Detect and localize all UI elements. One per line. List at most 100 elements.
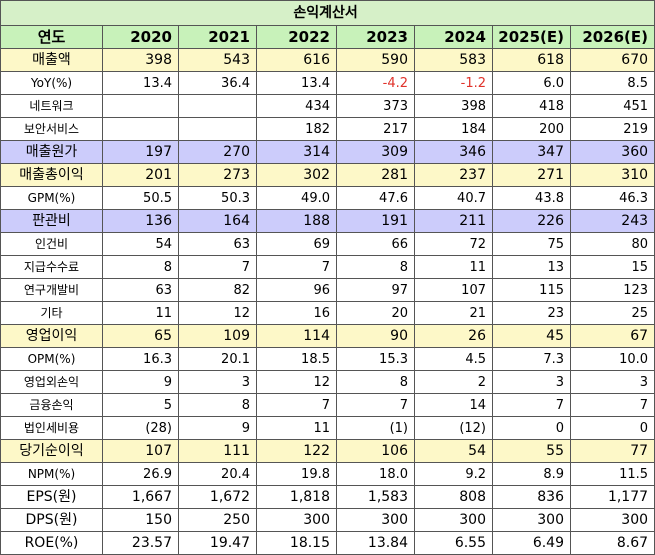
table-cell: 16.3 — [102, 347, 179, 371]
table-cell: 3 — [492, 370, 571, 394]
table-cell: 250 — [178, 508, 257, 532]
table-row: EPS(원) 1,667 1,672 1,818 1,583 808 836 1,177 — [0, 485, 655, 509]
table-cell: 8.67 — [569, 531, 655, 555]
row-label: ROE(%) — [0, 531, 103, 555]
table-cell: 302 — [256, 163, 337, 187]
year-header: 2024 — [414, 25, 493, 49]
table-cell: 115 — [492, 278, 571, 302]
table-cell: 50.3 — [178, 186, 257, 210]
table-cell: 314 — [256, 140, 337, 164]
table-row: OPM(%) 16.3 20.1 18.5 15.3 4.5 7.3 10.0 — [0, 347, 655, 371]
table-cell: 211 — [414, 209, 493, 233]
table-cell: 7 — [256, 255, 337, 279]
row-label: OPM(%) — [0, 347, 103, 371]
table-cell: 20.1 — [178, 347, 257, 371]
table-row: 기타 11 12 16 20 21 23 25 — [0, 301, 655, 325]
table-cell: 72 — [414, 232, 493, 256]
table-title: 손익계산서 — [0, 0, 655, 26]
table-cell: 346 — [414, 140, 493, 164]
row-label: 영업외손익 — [0, 370, 103, 394]
table-cell: 300 — [414, 508, 493, 532]
table-row: 매출액 398 543 616 590 583 618 670 — [0, 48, 655, 72]
table-cell: 18.15 — [256, 531, 337, 555]
table-cell: 20 — [336, 301, 415, 325]
table-cell: 47.6 — [336, 186, 415, 210]
table-row: 매출총이익 201 273 302 281 237 271 310 — [0, 163, 655, 187]
table-row: 당기순이익 107 111 122 106 54 55 77 — [0, 439, 655, 463]
table-cell: 106 — [336, 439, 415, 463]
table-cell: 63 — [102, 278, 179, 302]
table-cell: 191 — [336, 209, 415, 233]
table-cell — [178, 117, 257, 141]
table-cell: 18.5 — [256, 347, 337, 371]
table-cell: 96 — [256, 278, 337, 302]
table-cell: 150 — [102, 508, 179, 532]
table-cell: 12 — [178, 301, 257, 325]
table-cell: 310 — [569, 163, 655, 187]
table-cell: (12) — [414, 416, 493, 440]
table-cell: 43.8 — [492, 186, 571, 210]
table-cell: 237 — [414, 163, 493, 187]
table-cell: 8 — [102, 255, 179, 279]
table-cell: 40.7 — [414, 186, 493, 210]
table-cell: 3 — [569, 370, 655, 394]
table-cell: (28) — [102, 416, 179, 440]
table-cell: 65 — [102, 324, 179, 348]
table-cell: 201 — [102, 163, 179, 187]
row-label: 법인세비용 — [0, 416, 103, 440]
table-cell: 670 — [569, 48, 655, 72]
table-cell: 271 — [492, 163, 571, 187]
table-cell: 54 — [414, 439, 493, 463]
row-label: 판관비 — [0, 209, 103, 233]
year-header: 2020 — [102, 25, 179, 49]
table-cell: 123 — [569, 278, 655, 302]
table-cell: 75 — [492, 232, 571, 256]
table-cell: 8 — [336, 255, 415, 279]
table-cell: 10.0 — [569, 347, 655, 371]
table-cell: 107 — [102, 439, 179, 463]
table-cell: 7 — [256, 393, 337, 417]
table-cell: 7.3 — [492, 347, 571, 371]
table-cell: 21 — [414, 301, 493, 325]
title-row: 손익계산서 — [0, 0, 655, 26]
row-label: GPM(%) — [0, 186, 103, 210]
table-row: 지급수수료 8 7 7 8 11 13 15 — [0, 255, 655, 279]
year-header: 2022 — [256, 25, 337, 49]
table-cell: 618 — [492, 48, 571, 72]
table-cell: 300 — [256, 508, 337, 532]
table-cell: 45 — [492, 324, 571, 348]
row-label: 인건비 — [0, 232, 103, 256]
table-cell: 136 — [102, 209, 179, 233]
year-header: 2023 — [336, 25, 415, 49]
table-cell: 273 — [178, 163, 257, 187]
table-row: 네트워크 434 373 398 418 451 — [0, 94, 655, 118]
row-label: YoY(%) — [0, 71, 103, 95]
row-label: NPM(%) — [0, 462, 103, 486]
table-cell: 69 — [256, 232, 337, 256]
table-cell: 23.57 — [102, 531, 179, 555]
table-cell: 451 — [569, 94, 655, 118]
table-cell: 9.2 — [414, 462, 493, 486]
table-cell: 49.0 — [256, 186, 337, 210]
table-row: 매출원가 197 270 314 309 346 347 360 — [0, 140, 655, 164]
table-cell: 188 — [256, 209, 337, 233]
row-label: 매출액 — [0, 48, 103, 72]
table-cell — [102, 117, 179, 141]
table-cell: 8 — [336, 370, 415, 394]
table-cell: 26.9 — [102, 462, 179, 486]
table-row: DPS(원) 150 250 300 300 300 300 300 — [0, 508, 655, 532]
table-cell: 7 — [569, 393, 655, 417]
table-cell: 808 — [414, 485, 493, 509]
table-cell: 583 — [414, 48, 493, 72]
table-cell: 19.8 — [256, 462, 337, 486]
table-cell: 590 — [336, 48, 415, 72]
table-cell: 5 — [102, 393, 179, 417]
table-cell: 164 — [178, 209, 257, 233]
table-cell: 3 — [178, 370, 257, 394]
table-cell: 7 — [336, 393, 415, 417]
table-cell: 114 — [256, 324, 337, 348]
table-cell: 360 — [569, 140, 655, 164]
table-cell: 122 — [256, 439, 337, 463]
table-cell: 13.4 — [102, 71, 179, 95]
